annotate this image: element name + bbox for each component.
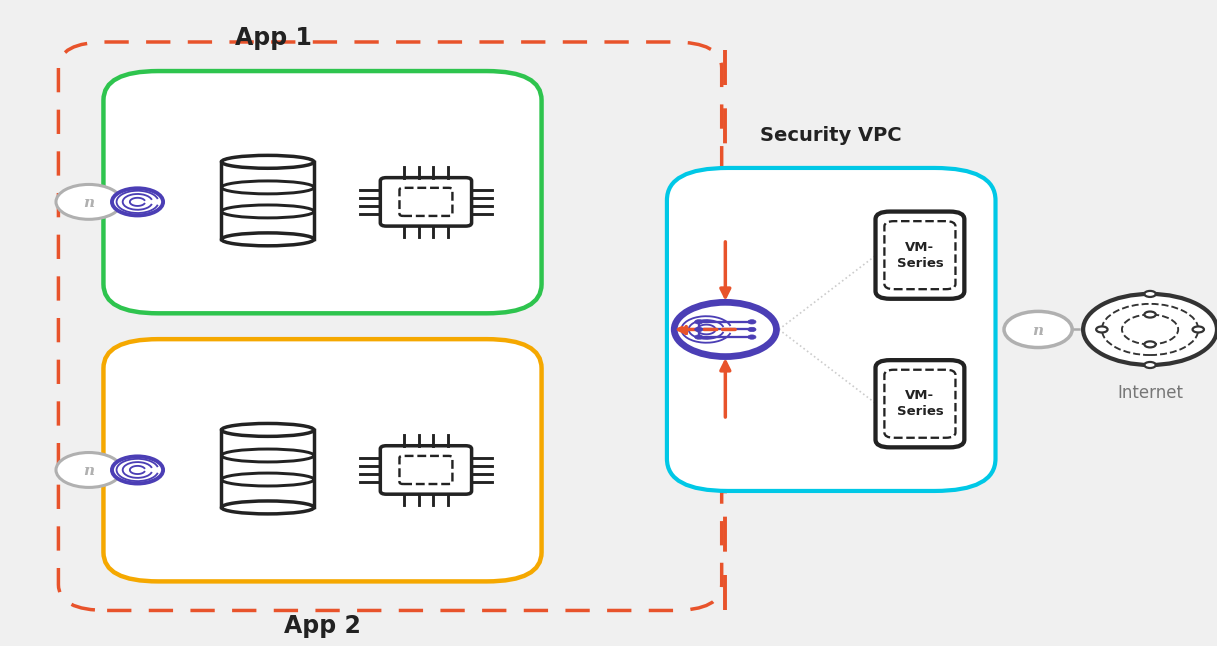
FancyBboxPatch shape [381,446,472,494]
FancyBboxPatch shape [875,212,964,299]
Ellipse shape [221,424,314,437]
Text: VM-
Series: VM- Series [897,241,943,269]
Circle shape [747,335,756,339]
Ellipse shape [221,156,314,169]
Text: Security VPC: Security VPC [761,127,902,145]
Circle shape [695,328,703,331]
Circle shape [674,302,776,357]
FancyBboxPatch shape [667,168,996,491]
FancyBboxPatch shape [103,71,542,313]
Ellipse shape [221,449,314,462]
Circle shape [56,452,122,488]
Circle shape [1144,311,1156,318]
Circle shape [112,456,163,483]
Text: App 2: App 2 [284,614,361,638]
FancyBboxPatch shape [381,178,472,226]
Ellipse shape [221,181,314,194]
Ellipse shape [221,473,314,486]
Circle shape [1144,362,1156,368]
FancyBboxPatch shape [399,456,453,484]
Text: Internet: Internet [1117,384,1183,402]
FancyBboxPatch shape [103,339,542,581]
Circle shape [1097,326,1107,333]
Circle shape [1004,311,1072,348]
Circle shape [1144,341,1156,348]
Circle shape [1083,294,1217,365]
Ellipse shape [221,205,314,218]
Ellipse shape [221,233,314,246]
Text: VM-
Series: VM- Series [897,390,943,418]
FancyBboxPatch shape [885,370,955,438]
FancyBboxPatch shape [399,188,453,216]
Circle shape [695,320,703,324]
Circle shape [747,328,756,331]
Text: n: n [1032,324,1044,338]
Circle shape [695,335,703,339]
Circle shape [747,320,756,324]
Text: App 1: App 1 [235,26,313,50]
Circle shape [112,189,163,216]
Ellipse shape [221,501,314,514]
Text: n: n [83,196,95,210]
FancyBboxPatch shape [885,221,955,289]
FancyBboxPatch shape [875,360,964,448]
Circle shape [1144,291,1156,297]
Circle shape [1193,326,1204,333]
Circle shape [675,313,736,346]
Circle shape [56,184,122,220]
Text: n: n [83,464,95,478]
